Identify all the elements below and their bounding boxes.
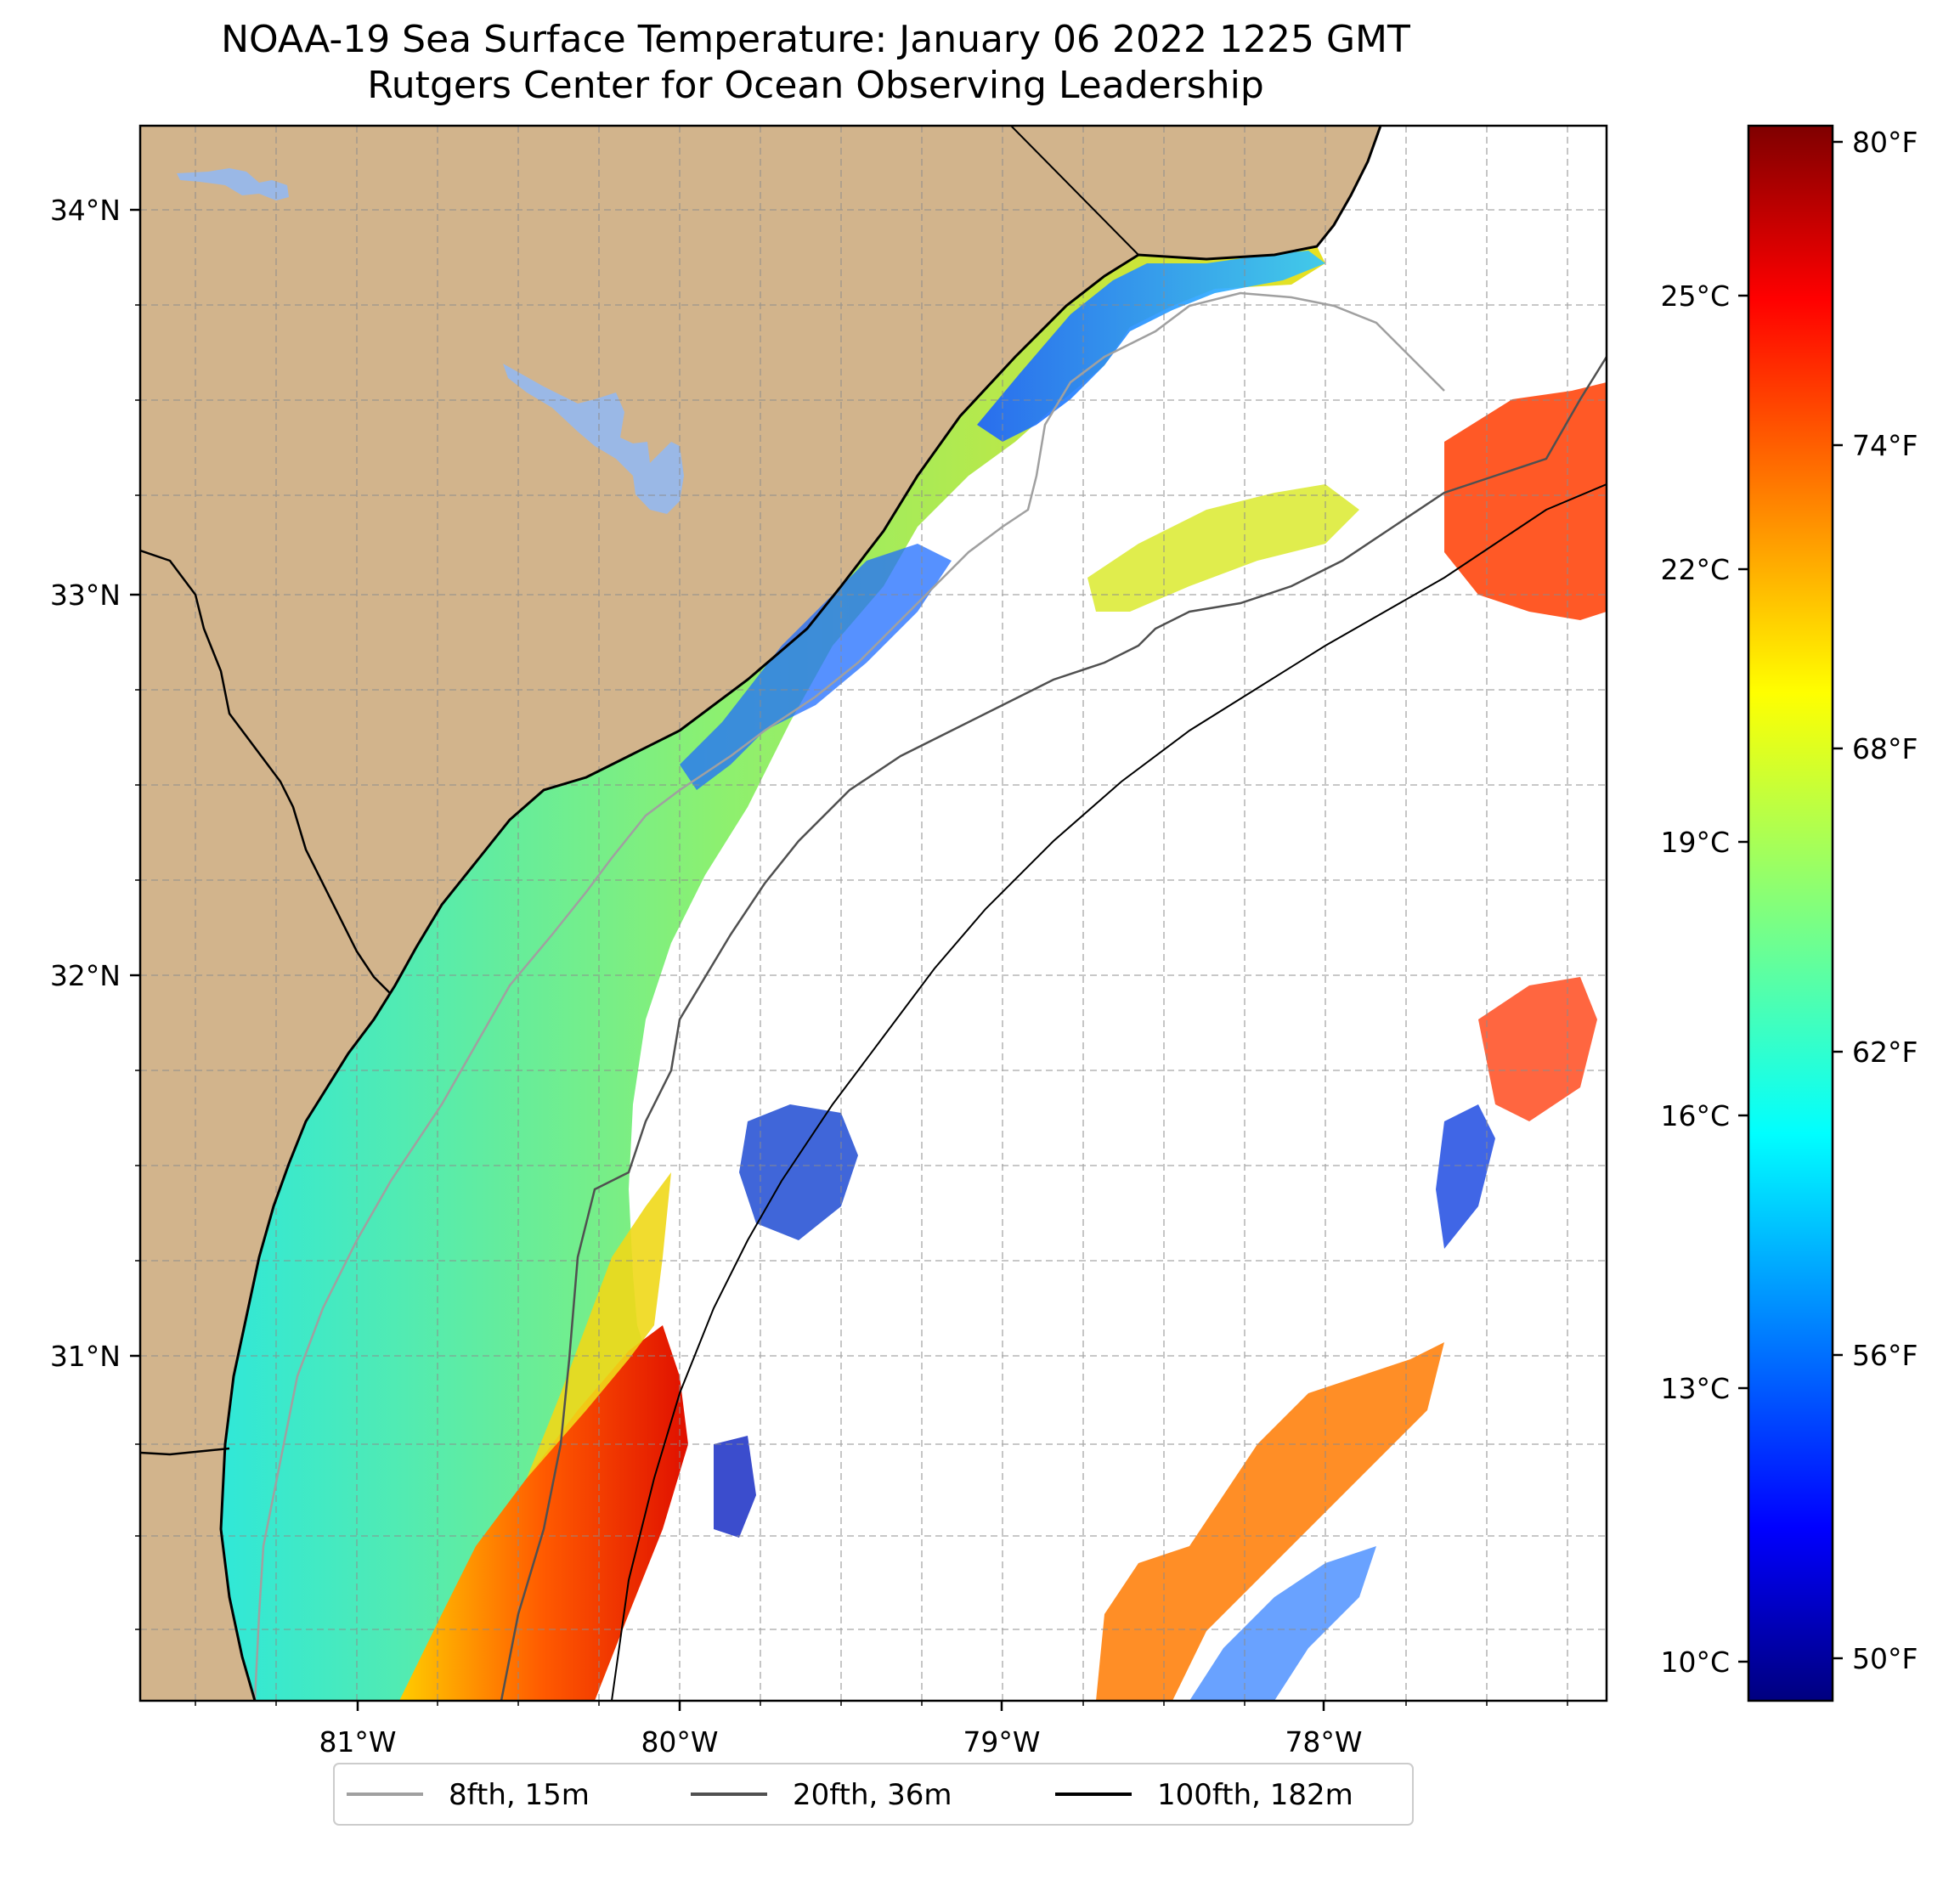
y-tick-label: 31°N [50,1340,121,1373]
isobath-100fth [611,483,1607,1701]
x-axis [195,1701,1568,1711]
y-tick-label: 32°N [50,959,121,992]
map-frame [138,124,1608,1702]
colorbar-fahrenheit-label: 62°F [1852,1036,1918,1069]
sst-offshore-mid-yellow [1087,484,1359,612]
land-area [140,126,1381,1701]
state-border-nc-sc [1010,126,1139,256]
sst-offshore-se-blue [1189,1546,1376,1701]
colorbar-celsius-label: 19°C [1660,826,1730,859]
colorbar-celsius-label: 13°C [1660,1372,1730,1405]
y-tick-label: 34°N [50,194,121,227]
sst-patch-right-blue [1436,1104,1495,1249]
colorbar-frame [1747,124,1834,1702]
colorbar-fahrenheit-label: 50°F [1852,1642,1918,1675]
colorbar-fahrenheit-label: 74°F [1852,429,1918,462]
y-axis [130,208,140,1630]
colorbar-celsius-label: 22°C [1660,553,1730,586]
colorbar-fahrenheit-ticks [1833,140,1843,1660]
colorbar-celsius-label: 10°C [1660,1646,1730,1679]
colorbar [1748,126,1833,1701]
legend-label-8fth: 8fth, 15m [449,1778,590,1812]
colorbar-fahrenheit-label: 68°F [1852,732,1918,765]
sst-warm-patch-south [399,1325,688,1701]
sst-offshore-east [1444,382,1607,620]
coastline [219,126,1382,1701]
y-tick-label: 33°N [50,579,121,612]
colorbar-celsius-label: 16°C [1660,1099,1730,1132]
map-title: NOAA-19 Sea Surface Temperature: January… [221,18,1410,61]
state-border-sc-ga [140,549,392,995]
isobath-8fth [253,291,1445,1701]
gridlines [140,126,1607,1701]
map-area [140,126,1607,1701]
legend-label-20fth: 20fth, 36m [793,1778,952,1812]
sst-offshore-se [1096,1342,1444,1701]
colorbar-fahrenheit-label: 80°F [1852,126,1918,159]
sst-patch-cold-center2 [714,1436,756,1538]
sst-cold-band-mid [680,544,952,790]
legend: 8fth, 15m 20fth, 36m 100fth, 182m [333,1763,1414,1826]
x-tick-label: 80°W [641,1725,718,1759]
x-tick-label: 81°W [319,1725,396,1759]
state-border-ga-fl [140,1447,230,1456]
legend-label-100fth: 100fth, 182m [1157,1778,1353,1812]
map-subtitle: Rutgers Center for Ocean Observing Leade… [367,64,1264,107]
sst-patch-cold-center [739,1104,858,1240]
colorbar-celsius-ticks [1738,294,1748,1663]
colorbar-celsius-label: 25°C [1660,279,1730,313]
isobath-20fth [500,356,1607,1701]
sst-yellow-mid [527,1172,671,1478]
sst-nearshore-band [221,246,1325,1701]
lake-small [177,168,289,200]
lake-marion [503,364,684,514]
x-tick-label: 79°W [963,1725,1040,1759]
x-tick-label: 78°W [1285,1725,1362,1759]
legend-box [333,1763,1414,1826]
colorbar-fahrenheit-label: 56°F [1852,1339,1918,1372]
